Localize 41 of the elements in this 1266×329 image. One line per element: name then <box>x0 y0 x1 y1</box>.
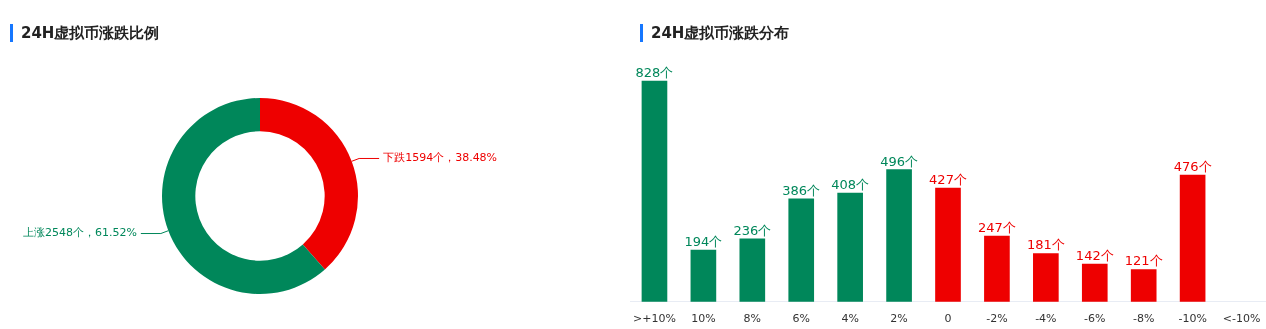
data-label: 386个 <box>782 182 821 198</box>
data-label: 247个 <box>978 219 1016 235</box>
bar <box>739 238 766 302</box>
data-label: 142个 <box>1075 247 1114 263</box>
bar <box>641 80 668 302</box>
bar <box>837 192 863 302</box>
data-label: 828个 <box>635 65 674 81</box>
data-label: 181个 <box>1026 237 1065 253</box>
data-label: 408个 <box>831 176 870 192</box>
x-tick-label: -10% <box>1178 312 1207 326</box>
x-tick-label: 6% <box>792 312 810 326</box>
bar <box>788 198 815 302</box>
x-tick-label: 8% <box>743 312 762 326</box>
x-tick-label: -2% <box>986 312 1008 326</box>
data-label: 236个 <box>733 222 772 238</box>
bar <box>1179 174 1206 302</box>
data-label: 496个 <box>880 153 918 169</box>
x-tick-label: 10% <box>691 312 716 326</box>
data-label: 427个 <box>929 171 967 187</box>
x-tick-label: -8% <box>1132 312 1155 326</box>
x-tick-label: 0 <box>944 312 952 326</box>
bar <box>1081 263 1108 302</box>
x-tick-label: >+10% <box>633 312 676 326</box>
chart-title: 24H虚拟币涨跌比例 <box>10 24 160 42</box>
bar <box>935 187 961 302</box>
bar <box>984 235 1010 302</box>
data-label: 121个 <box>1124 253 1163 269</box>
bar <box>690 249 717 302</box>
x-tick-label: 2% <box>890 312 908 326</box>
x-tick-label: -6% <box>1084 312 1106 326</box>
chart-title: 24H虚拟币涨跌分布 <box>640 24 790 42</box>
data-label: 476个 <box>1173 158 1212 174</box>
x-tick-label: -4% <box>1035 312 1057 326</box>
data-label: 194个 <box>684 233 723 249</box>
bar <box>886 169 912 302</box>
slice-label: 下跌1594个，38.48% <box>383 151 498 165</box>
x-tick-label: <-10% <box>1222 312 1261 326</box>
slice-label: 上涨2548个，61.52% <box>22 226 137 240</box>
bar <box>1033 253 1059 302</box>
x-tick-label: 4% <box>841 312 859 326</box>
bar <box>1130 269 1157 302</box>
